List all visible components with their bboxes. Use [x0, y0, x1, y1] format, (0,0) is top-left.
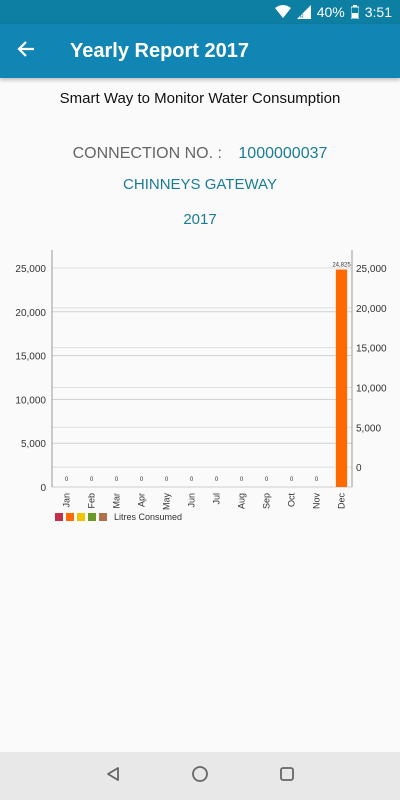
bar-value-label: 0 [165, 477, 169, 483]
bar-value-label: 0 [190, 477, 194, 483]
category-label: Jan [62, 493, 72, 508]
back-button[interactable] [0, 24, 52, 78]
bar-value-label: 0 [115, 477, 119, 483]
battery-percent: 40% [316, 4, 345, 20]
category-label: Nov [312, 493, 322, 510]
connection-label: CONNECTION NO. : [72, 145, 222, 162]
app-bar: Yearly Report 2017 [0, 24, 400, 78]
left-tick-label: 15,000 [15, 352, 46, 363]
left-tick-label: 0 [40, 483, 46, 494]
legend-swatch [88, 513, 96, 521]
legend-swatch [55, 513, 63, 521]
legend-swatch [77, 513, 85, 521]
right-tick-label: 5,000 [356, 423, 381, 434]
arrow-left-icon [17, 40, 35, 63]
location-name: CHINNEYS GATEWAY [123, 176, 277, 193]
signal-icon: R [296, 5, 311, 19]
category-label: Aug [237, 493, 247, 509]
bar-value-label: 0 [215, 477, 219, 483]
clock: 3:51 [364, 4, 392, 20]
category-label: Jul [212, 493, 222, 505]
battery-icon [350, 5, 359, 19]
nav-back-button[interactable] [93, 756, 133, 796]
category-label: Feb [87, 493, 97, 509]
bar-value-label: 0 [240, 477, 244, 483]
category-label: Mar [112, 493, 122, 509]
category-label: Jun [187, 493, 197, 508]
legend-label: Litres Consumed [114, 512, 183, 522]
bar-value-label: 0 [90, 477, 94, 483]
left-tick-label: 5,000 [21, 439, 46, 450]
report-year: 2017 [183, 211, 217, 228]
connection-number: 1000000037 [238, 145, 328, 162]
category-label: Sep [262, 493, 272, 509]
bar-value-label: 0 [290, 477, 294, 483]
nav-home-button[interactable] [180, 756, 220, 796]
svg-text:R: R [300, 14, 304, 19]
page-title: Yearly Report 2017 [70, 39, 249, 62]
bar-value-label: 24,825 [332, 263, 351, 269]
category-label: Apr [137, 493, 147, 507]
left-tick-label: 10,000 [15, 395, 46, 406]
bar-value-label: 0 [315, 477, 319, 483]
circle-home-icon [191, 765, 209, 788]
right-tick-label: 20,000 [356, 304, 387, 315]
bar [335, 269, 348, 487]
category-label: Oct [287, 493, 297, 508]
right-tick-label: 10,000 [356, 383, 387, 394]
chart-legend: Litres Consumed [55, 512, 182, 522]
square-recents-icon [279, 766, 295, 787]
tagline: Smart Way to Monitor Water Consumption [59, 90, 341, 107]
wifi-icon [274, 5, 291, 19]
category-label: May [162, 493, 172, 511]
left-tick-label: 25,000 [15, 264, 46, 275]
right-tick-label: 25,000 [356, 264, 387, 275]
triangle-back-icon [105, 766, 121, 787]
nav-recents-button[interactable] [267, 756, 307, 796]
bar-value-label: 0 [140, 477, 144, 483]
legend-swatch [66, 513, 74, 521]
right-tick-label: 15,000 [356, 344, 387, 355]
system-nav-bar [0, 752, 400, 800]
consumption-chart: 0 5,000 10,000 15,000 20,000 25,000 0 5,000 10,0… [15, 250, 387, 511]
bar-value-label: 0 [65, 477, 69, 483]
category-label: Dec [337, 493, 347, 510]
left-tick-label: 20,000 [15, 308, 46, 319]
connection-row: CONNECTION NO. : 1000000037 [0, 145, 400, 163]
status-bar: R 40% 3:51 [0, 0, 400, 24]
legend-swatch [99, 513, 107, 521]
right-tick-label: 0 [356, 463, 362, 474]
bar-value-label: 0 [265, 477, 269, 483]
